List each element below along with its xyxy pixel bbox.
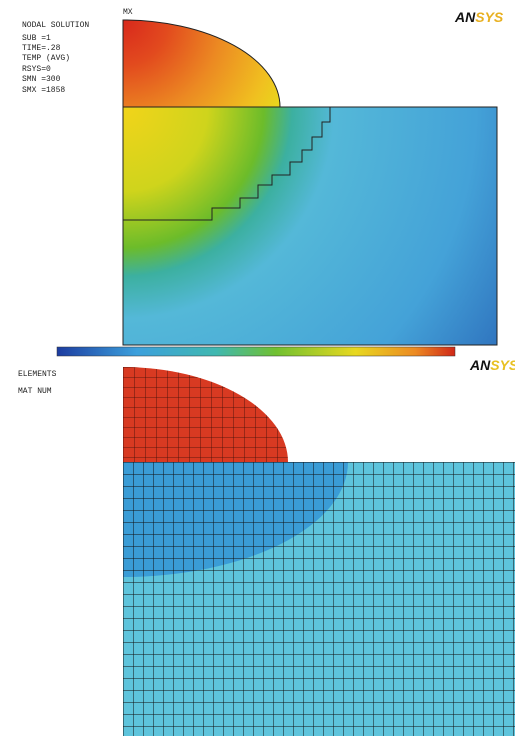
info-line: ELEMENTS (18, 370, 57, 379)
dome-mesh (123, 367, 288, 462)
page: {"top_panel": {"lines": ["NODAL SOLUTION… (0, 0, 515, 736)
info-line: TEMP (AVG) (22, 54, 70, 63)
info-line: RSYS=0 (22, 65, 51, 74)
color-bar (57, 347, 455, 356)
max-marker: MX (123, 8, 133, 17)
logo: ANSYS (469, 357, 515, 373)
block-mesh (123, 462, 515, 736)
info-line: SMN =300 (22, 75, 61, 84)
logo-sys: SYS (475, 9, 504, 25)
screenshot: MX NODAL SOLUTION SUB =1 TIME=.28 TEMP (… (0, 0, 515, 736)
logo: ANSYS (454, 9, 504, 25)
nodal-solution-panel: MX NODAL SOLUTION SUB =1 TIME=.28 TEMP (… (22, 8, 504, 356)
info-line: MAT NUM (18, 387, 52, 396)
info-line: SUB =1 (22, 34, 51, 43)
block-contour (123, 107, 497, 345)
logo-an: AN (469, 357, 491, 373)
dome-contour (123, 20, 280, 107)
logo-an: AN (454, 9, 476, 25)
elements-panel: ELEMENTS MAT NUM ANSYS (18, 357, 515, 736)
logo-sys: SYS (490, 357, 515, 373)
info-line: TIME=.28 (22, 44, 61, 53)
info-line: SMX =1858 (22, 86, 65, 95)
info-line: NODAL SOLUTION (22, 21, 89, 30)
